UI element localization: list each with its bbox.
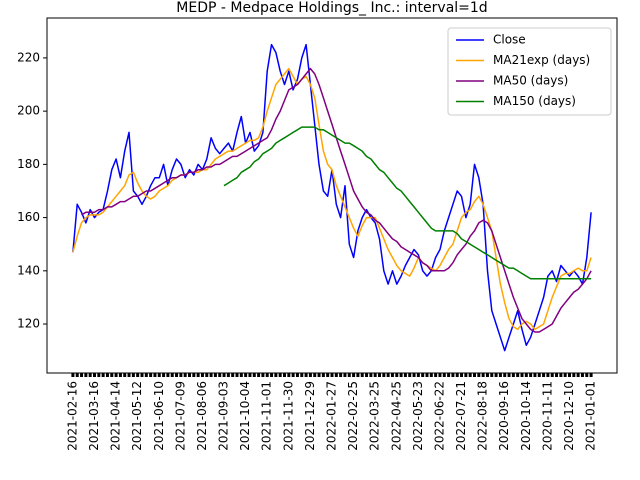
x-tick-label: 2020-09-16 [497, 381, 511, 451]
y-tick-label: 140 [17, 263, 40, 277]
x-tick-label: 2021-10-04 [238, 381, 252, 451]
legend-label: MA150 (days) [493, 94, 576, 108]
legend-label: MA50 (days) [493, 74, 568, 88]
x-tick-label: 2022-06-22 [432, 381, 446, 451]
x-tick-label: 2021-04-14 [109, 381, 123, 451]
x-tick-label: 2021-08-06 [195, 381, 209, 451]
y-tick-label: 200 [17, 104, 40, 118]
legend-label: MA21exp (days) [493, 53, 590, 67]
x-tick-label: 2020-10-14 [519, 381, 533, 451]
x-tick-label: 2022-07-21 [454, 381, 468, 451]
x-tick-label: 2021-11-30 [281, 381, 295, 451]
y-tick-label: 220 [17, 50, 40, 64]
legend-label: Close [493, 33, 526, 47]
x-tick-label: 2022-03-25 [368, 381, 382, 451]
x-tick-label: 2022-05-23 [411, 381, 425, 451]
x-tick-label: 2021-09-03 [217, 381, 231, 451]
series-line [223, 126, 592, 280]
x-tick-label: 2022-04-25 [389, 381, 403, 451]
legend-box [447, 27, 612, 116]
y-tick-label: 180 [17, 157, 40, 171]
x-tick-label: 2022-08-18 [476, 381, 490, 451]
x-tick-label: 2021-05-12 [130, 381, 144, 451]
chart-title: MEDP - Medpace Holdings_ Inc.: interval=… [176, 0, 487, 16]
x-tick-label: 2020-11-11 [540, 381, 554, 451]
x-tick-label: 2021-11-01 [260, 381, 274, 451]
x-tick-label: 2020-12-10 [562, 381, 576, 451]
x-tick-label: 2021-02-16 [65, 381, 79, 451]
series-line [72, 67, 592, 331]
y-tick-label: 120 [17, 317, 40, 331]
x-tick-label: 2022-01-27 [325, 381, 339, 451]
x-tick-label: 2021-03-16 [87, 381, 101, 451]
x-tick-label: 2021-07-09 [173, 381, 187, 451]
y-tick-label: 160 [17, 210, 40, 224]
x-tick-label: 2021-01-01 [584, 381, 598, 451]
x-tick-label: 2021-06-10 [152, 381, 166, 451]
x-tick-label: 2021-12-29 [303, 381, 317, 451]
x-tick-label: 2022-02-25 [346, 381, 360, 451]
